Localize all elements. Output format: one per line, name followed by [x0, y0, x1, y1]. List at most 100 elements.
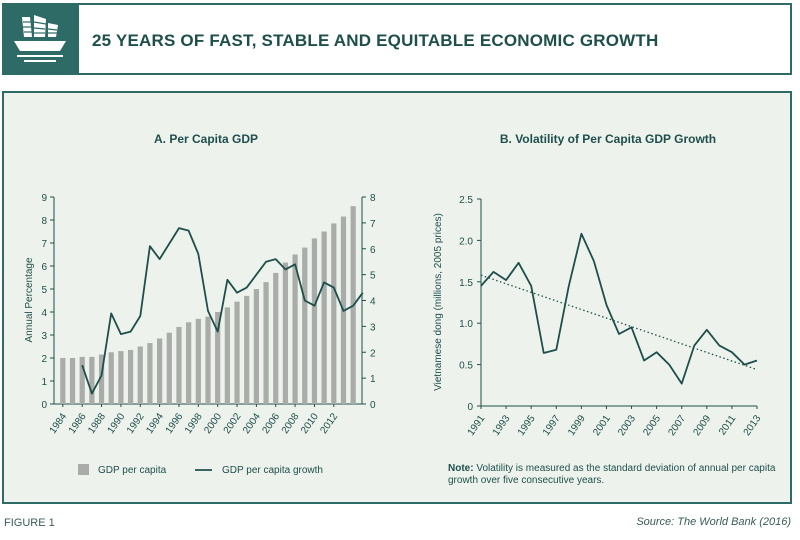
chart-a-x-tick-label: 1986 — [67, 411, 89, 436]
chart-a: 0123456789012345678198419861988199019921… — [41, 193, 376, 436]
chart-a-bar — [69, 358, 76, 404]
chart-a-right-tick-label: 4 — [370, 297, 376, 308]
chart-a-left-tick-label: 0 — [41, 400, 47, 411]
chart-a-bar — [234, 301, 240, 404]
note-text: Volatility is measured as the standard d… — [448, 463, 776, 486]
chart-a-bar — [60, 358, 66, 404]
legend-bar-label: GDP per capita — [98, 465, 167, 476]
note-label: Note: — [448, 463, 474, 474]
figure-panel — [2, 91, 792, 504]
chart-a-left-tick-label: 8 — [41, 216, 47, 227]
chart-a-x-tick-label: 1994 — [144, 411, 166, 436]
chart-a-left-tick-label: 5 — [41, 285, 47, 296]
chart-a-bar — [166, 332, 172, 404]
chart-a-bar — [282, 262, 289, 404]
chart-a-bar — [157, 338, 163, 404]
chart-b-x-tick-label: 2001 — [591, 413, 613, 438]
chart-a-left-tick-label: 7 — [41, 239, 47, 250]
chart-a-x-tick-label: 1992 — [125, 411, 147, 436]
chart-a-right-tick-label: 8 — [370, 193, 376, 204]
chart-a-bar — [273, 272, 279, 404]
chart-a-bar — [263, 282, 269, 404]
chart-b-x-tick-label: 2009 — [692, 413, 714, 438]
source-credit: Source: The World Bank (2016) — [636, 516, 791, 528]
chart-a-left-tick-label: 9 — [41, 193, 47, 204]
chart-a-bar — [311, 238, 318, 404]
chart-a-bar — [331, 223, 337, 404]
chart-a-bar — [89, 356, 95, 404]
chart-a-x-tick-label: 2010 — [299, 411, 321, 436]
figure-label: FIGURE 1 — [4, 517, 55, 529]
chart-a-bar — [127, 349, 134, 404]
chart-a-x-tick-label: 1996 — [164, 411, 186, 436]
chart-a-bar — [302, 247, 308, 404]
chart-b-x-tick-label: 2011 — [717, 413, 739, 437]
chart-b-trend-line — [480, 274, 758, 371]
chart-b: 0 0.5 1.0 1.5 2.0 2.5 1991 1993 1995 1997 1999 2001… — [459, 195, 764, 438]
chart-b-x-tick-label: 1995 — [516, 413, 538, 438]
chart-a-x-tick-label: 1998 — [183, 411, 205, 436]
chart-b-x-tick-label: 2003 — [616, 413, 638, 438]
chart-b-x-tick-label: 1997 — [541, 413, 563, 438]
chart-a-left-tick-label: 4 — [41, 308, 47, 319]
legend-bar-swatch — [78, 464, 89, 475]
chart-a-bar — [292, 254, 298, 404]
chart-a-left-tick-label: 1 — [41, 377, 47, 388]
chart-a-x-tick-label: 2000 — [202, 411, 224, 436]
chart-a-x-tick-label: 1984 — [48, 411, 70, 436]
chart-a-bar — [195, 318, 201, 404]
chart-a-bar — [137, 346, 143, 404]
chart-b-y-tick-label: 1.0 — [459, 319, 473, 330]
chart-a-ylabel: Annual Percentage — [24, 257, 35, 343]
chart-a-left-tick-label: 6 — [41, 262, 47, 273]
chart-a-growth-line — [81, 227, 364, 395]
chart-a-right-tick-label: 1 — [370, 374, 376, 385]
chart-a-legend: GDP per capita GDP per capita growth — [78, 464, 323, 476]
chart-a-right-tick-label: 5 — [370, 271, 376, 282]
header-banner: 25 YEARS OF FAST, STABLE AND EQUITABLE E… — [2, 3, 792, 75]
chart-a-right-tick-label: 2 — [370, 348, 376, 359]
chart-a-left-tick-label: 3 — [41, 331, 47, 342]
chart-b-x-tick-label: 1991 — [466, 413, 488, 438]
chart-a-bar — [79, 356, 85, 404]
chart-a-left-tick-label: 2 — [41, 354, 47, 365]
chart-a-right-tick-label: 0 — [370, 400, 376, 411]
chart-a-right-tick-label: 6 — [370, 245, 376, 256]
page-title: 25 YEARS OF FAST, STABLE AND EQUITABLE E… — [92, 31, 659, 50]
chart-a-bar — [176, 326, 182, 404]
chart-b-y-tick-label: 0.5 — [459, 361, 473, 372]
chart-a-x-tick-label: 1988 — [86, 411, 108, 436]
chart-a-x-tick-label: 2002 — [222, 411, 244, 436]
chart-a-x-tick-label: 2006 — [260, 411, 282, 436]
chart-a-bar — [98, 354, 105, 404]
chart-a-bar — [186, 322, 192, 404]
chart-a-bar — [108, 352, 114, 404]
chart-b-y-tick-label: 1.5 — [459, 278, 473, 289]
chart-b-x-tick-label: 1999 — [566, 413, 588, 438]
junk-boat-icon — [2, 3, 79, 75]
chart-a-bar — [215, 312, 221, 404]
chart-a-bar — [224, 307, 230, 404]
chart-b-volatility-line — [480, 232, 758, 385]
chart-a-title: A. Per Capita GDP — [154, 132, 258, 146]
chart-b-x-tick-label: 2007 — [666, 413, 688, 438]
chart-a-right-tick-label: 3 — [370, 322, 376, 333]
chart-b-x-tick-label: 1993 — [491, 413, 513, 438]
chart-a-right-tick-label: 7 — [370, 219, 376, 230]
chart-a-x-tick-label: 1990 — [106, 411, 128, 436]
chart-note: Note: Volatility is measured as the stan… — [448, 463, 778, 487]
chart-a-x-tick-label: 2012 — [318, 411, 340, 436]
chart-b-y-tick-label: 2.0 — [459, 236, 473, 247]
chart-a-bar — [147, 343, 153, 404]
chart-b-title: B. Volatility of Per Capita GDP Growth — [500, 132, 716, 146]
legend-line-label: GDP per capita growth — [222, 465, 323, 476]
chart-b-y-tick-label: 0 — [467, 402, 473, 413]
chart-a-bar — [118, 351, 124, 404]
chart-a-bar — [253, 289, 259, 404]
chart-b-x-tick-label: 2013 — [742, 413, 764, 438]
chart-a-x-tick-label: 2004 — [241, 411, 263, 436]
chart-b-x-tick-label: 2005 — [641, 413, 663, 438]
chart-a-bar — [321, 231, 327, 404]
chart-a-bar — [244, 295, 250, 404]
